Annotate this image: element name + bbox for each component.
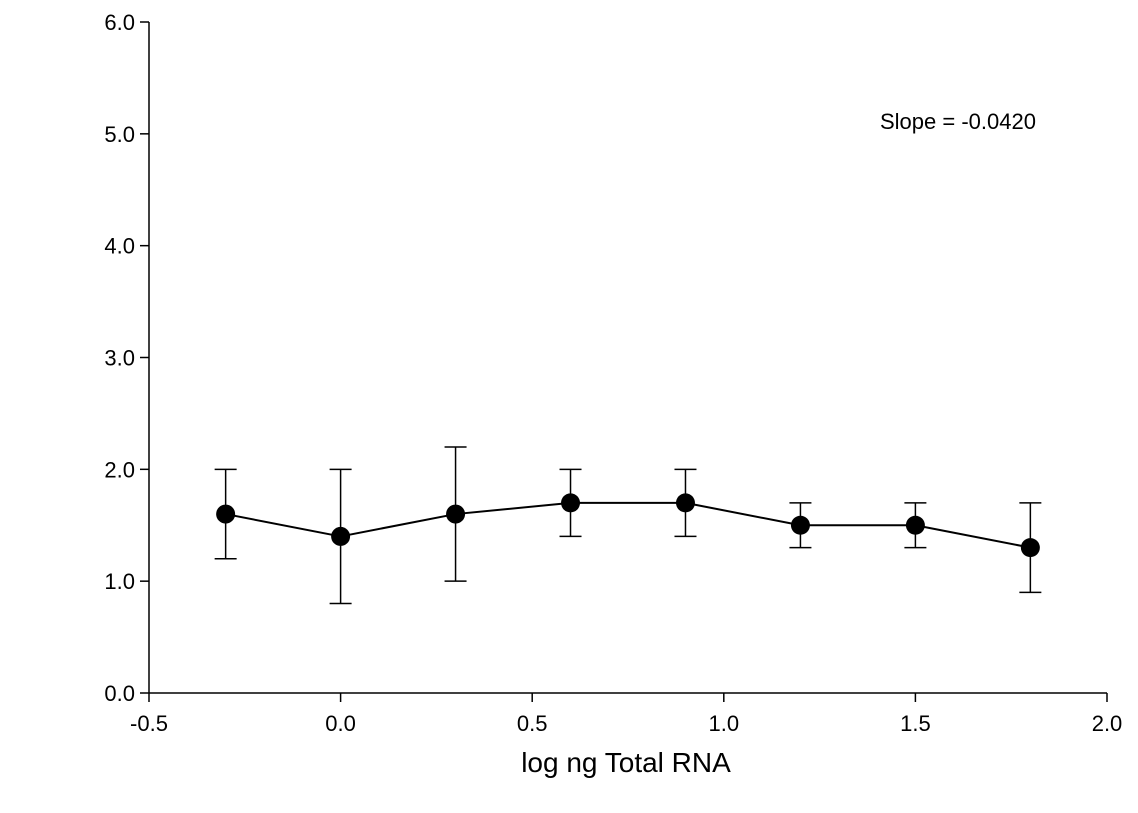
y-tick-label: 6.0	[104, 10, 135, 35]
x-tick-label: -0.5	[130, 711, 168, 736]
data-point	[561, 493, 581, 513]
y-tick-label: 1.0	[104, 569, 135, 594]
labels: Slope = -0.0420 log ng Total RNA	[521, 109, 1036, 778]
x-axis-label: log ng Total RNA	[521, 747, 731, 778]
y-tick-label: 4.0	[104, 234, 135, 259]
slope-annotation: Slope = -0.0420	[880, 109, 1036, 134]
data-point	[905, 515, 925, 535]
series-line-group	[225, 501, 1031, 549]
x-tick-label: 1.5	[900, 711, 931, 736]
x-tick-label: 0.0	[325, 711, 356, 736]
series-line-segment	[455, 501, 571, 516]
x-tick-label: 0.5	[517, 711, 548, 736]
y-tick-label: 0.0	[104, 681, 135, 706]
data-markers	[216, 493, 1040, 558]
data-point	[1020, 538, 1040, 558]
data-point	[446, 504, 466, 524]
data-point	[216, 504, 236, 524]
y-tick-label: 3.0	[104, 346, 135, 371]
y-tick-label: 2.0	[104, 457, 135, 482]
data-point	[790, 515, 810, 535]
series-line-segment	[685, 501, 801, 527]
series-line-segment	[340, 513, 456, 538]
x-tick-label: 2.0	[1092, 711, 1123, 736]
series-line-segment	[225, 513, 341, 538]
data-point	[675, 493, 695, 513]
series-line-segment	[915, 524, 1031, 549]
axes: 0.0 1.0 2.0 3.0 4.0 5.0 6.0 -0.5 0.0 0.5 1.0 1.5 2.0	[104, 10, 1122, 736]
y-tick-label: 5.0	[104, 122, 135, 147]
x-tick-label: 1.0	[709, 711, 740, 736]
data-point	[331, 526, 351, 546]
